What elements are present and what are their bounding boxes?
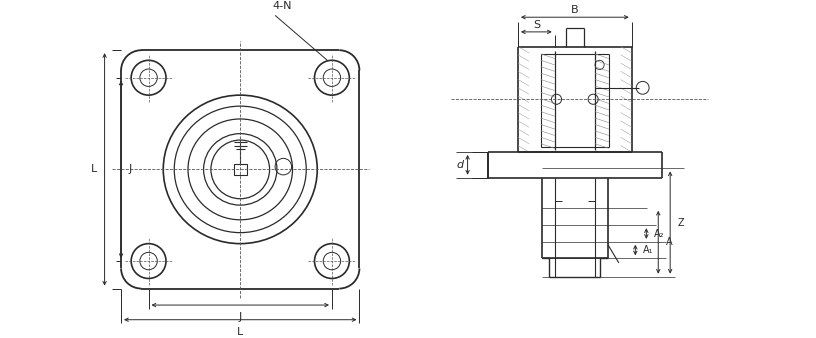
Text: J: J: [128, 164, 131, 174]
Text: L: L: [237, 327, 243, 337]
Text: A₂: A₂: [654, 228, 664, 239]
Text: S: S: [533, 21, 540, 30]
Text: B: B: [571, 5, 579, 15]
Text: 4-N: 4-N: [273, 1, 292, 11]
Text: L: L: [91, 164, 97, 174]
Bar: [234, 164, 246, 175]
Text: Z: Z: [677, 218, 684, 227]
Text: J: J: [238, 312, 242, 322]
Text: A₁: A₁: [643, 245, 653, 255]
Text: A: A: [666, 237, 672, 247]
Text: d: d: [457, 160, 463, 170]
